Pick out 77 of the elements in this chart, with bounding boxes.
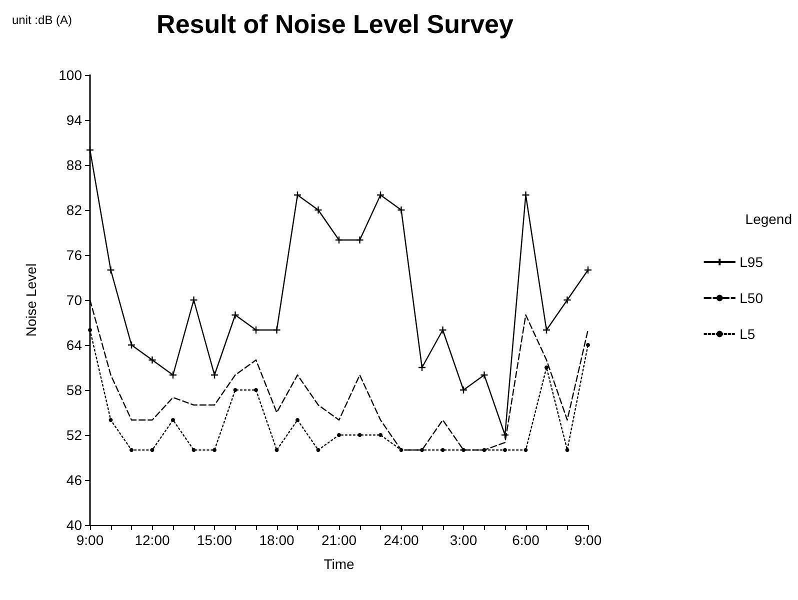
- x-tick-label: 18:00: [259, 532, 294, 548]
- point: [130, 448, 134, 452]
- y-axis-title: Noise Level: [23, 263, 39, 337]
- text: unit :dB (A): [12, 13, 72, 27]
- x-tick-label: 3:00: [450, 532, 478, 548]
- legend-label: L95: [740, 254, 764, 270]
- point: [314, 206, 322, 214]
- y-tick-label: 88: [66, 157, 82, 173]
- y-tick-label: 82: [66, 202, 82, 218]
- x-tick-label: 9:00: [574, 532, 602, 548]
- point: [500, 430, 510, 440]
- y-tick-label: 64: [66, 337, 82, 353]
- y-tick-label: 100: [58, 67, 82, 83]
- point: [378, 433, 382, 437]
- point: [524, 448, 528, 452]
- point: [440, 448, 445, 452]
- y-tick-label: 70: [66, 292, 82, 308]
- point: [296, 418, 300, 422]
- point: [212, 448, 216, 452]
- y-tick-label: 46: [66, 472, 82, 488]
- x-axis-title: Time: [324, 556, 355, 572]
- point: [316, 448, 320, 452]
- point: [168, 370, 178, 380]
- point: [563, 296, 572, 304]
- point: [274, 448, 279, 452]
- point: [106, 266, 115, 274]
- point: [108, 418, 113, 422]
- y-tick-label: 58: [66, 382, 82, 398]
- point: [438, 326, 447, 334]
- y-tick-label: 52: [66, 427, 82, 443]
- point: [192, 448, 196, 452]
- point: [334, 236, 344, 244]
- point: [148, 356, 156, 364]
- point: [418, 363, 426, 372]
- point: [171, 418, 175, 422]
- point: [503, 448, 507, 452]
- point: [358, 433, 362, 437]
- x-tick-label: 15:00: [196, 532, 232, 548]
- point: [293, 190, 302, 200]
- point: [397, 206, 406, 214]
- point: [544, 366, 548, 370]
- x-tick-label: 6:00: [512, 532, 540, 548]
- legend-label: L5: [740, 326, 756, 342]
- point: [272, 326, 281, 334]
- y-tick-label: 94: [66, 112, 82, 128]
- point: [88, 328, 92, 332]
- point: [399, 448, 404, 452]
- point: [586, 343, 590, 347]
- y-tick-label: 76: [66, 247, 82, 263]
- point: [233, 388, 238, 392]
- point: [584, 266, 592, 274]
- point: [356, 236, 364, 244]
- legend-label: L50: [740, 290, 764, 306]
- x-tick-label: 21:00: [321, 532, 357, 548]
- point: [565, 448, 570, 452]
- point: [190, 296, 198, 304]
- x-tick-label: 24:00: [384, 532, 419, 548]
- point: [86, 146, 94, 154]
- point: [337, 433, 341, 437]
- point: [376, 190, 385, 200]
- point: [254, 388, 258, 392]
- point: [482, 448, 486, 452]
- point: [459, 386, 468, 394]
- point: [252, 326, 260, 334]
- point: [210, 370, 219, 380]
- chart-title: Result of Noise Level Survey: [156, 9, 514, 39]
- x-tick-label: 12:00: [134, 532, 170, 548]
- point: [480, 370, 488, 380]
- y-tick-label: 40: [66, 517, 82, 533]
- point: [150, 448, 154, 452]
- point: [462, 448, 466, 452]
- x-tick-label: 9:00: [76, 532, 104, 548]
- point: [542, 326, 551, 334]
- point: [231, 310, 240, 320]
- point: [420, 448, 424, 452]
- point: [127, 340, 136, 350]
- legend-title: Legend: [745, 211, 792, 227]
